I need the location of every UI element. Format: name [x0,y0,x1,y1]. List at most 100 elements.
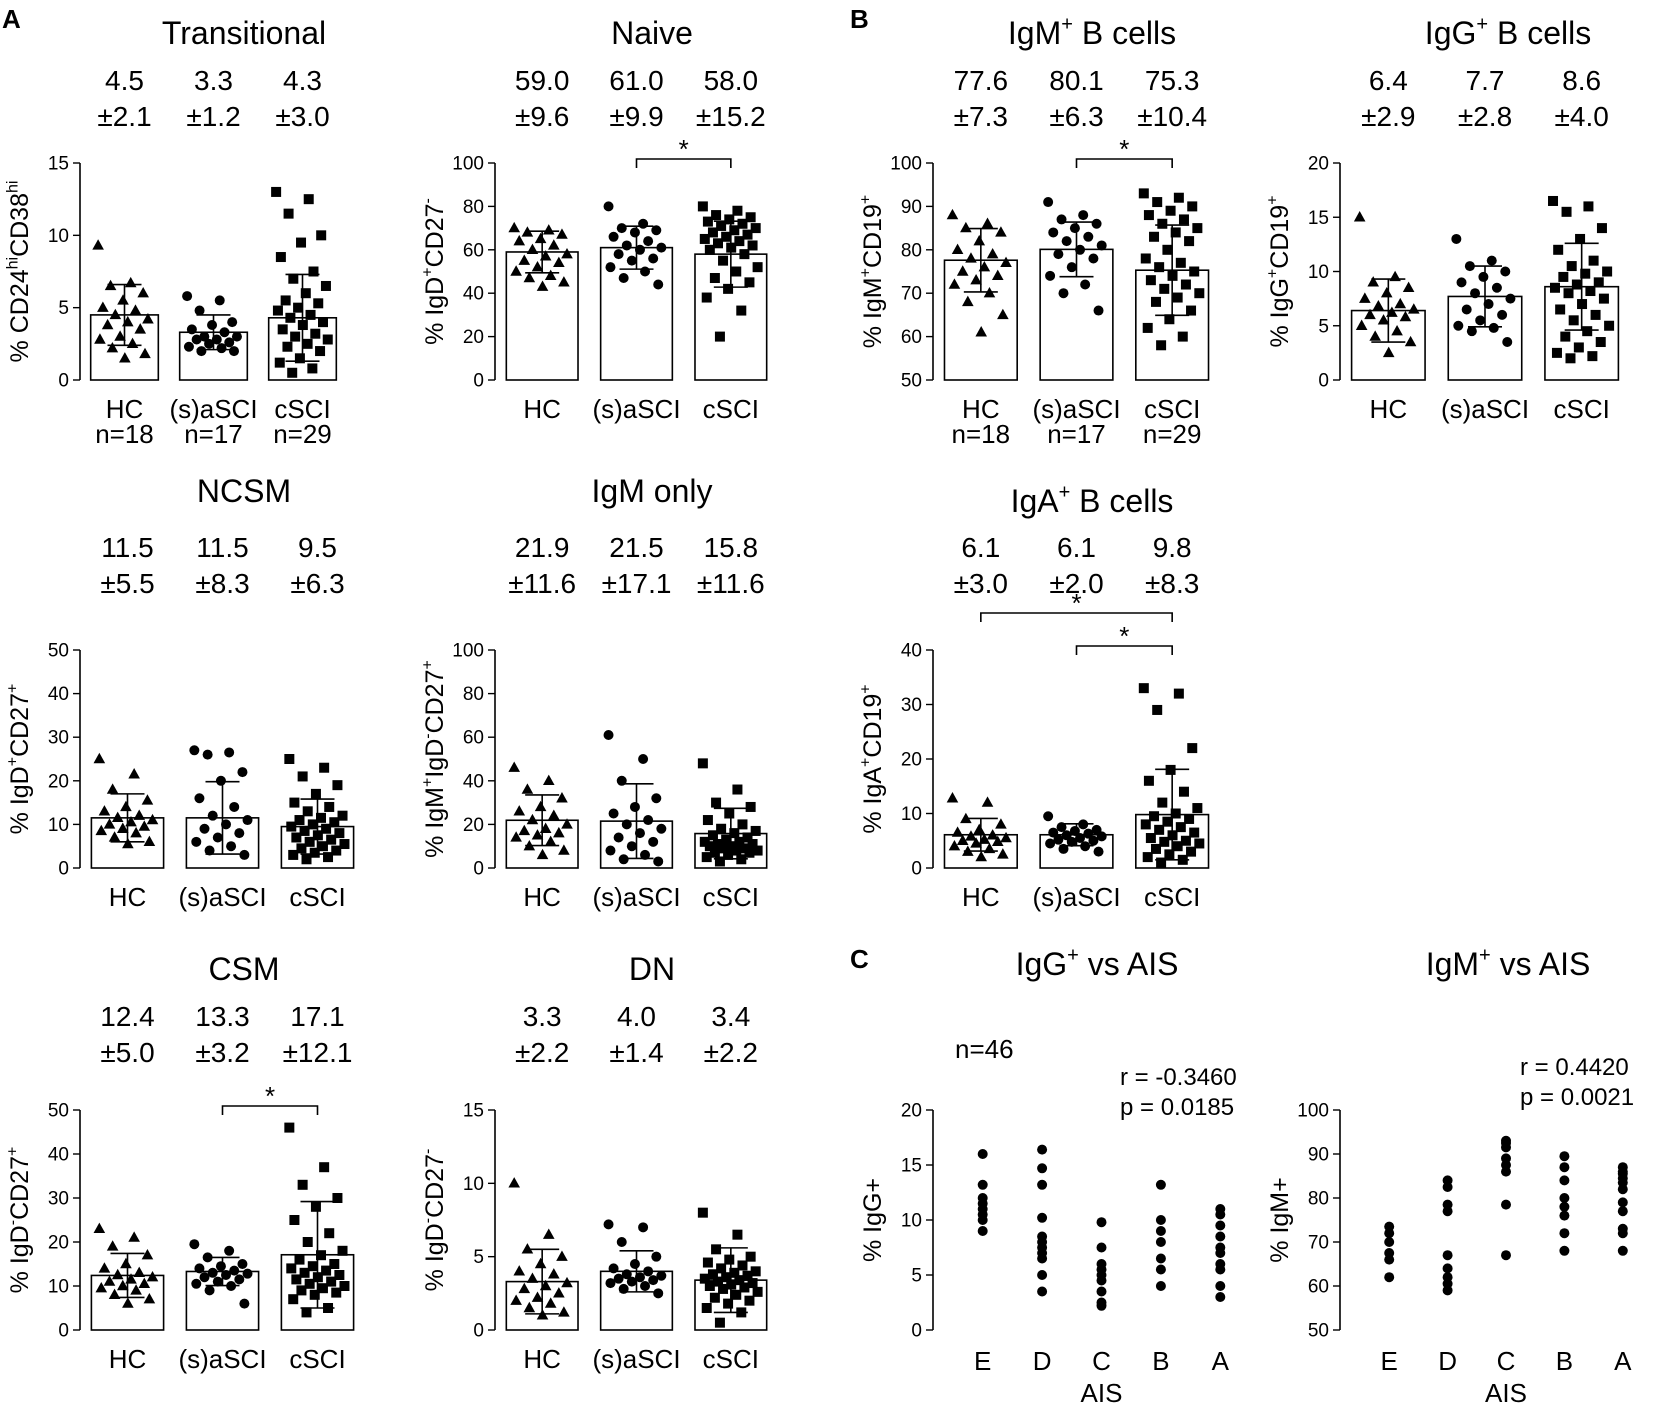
significance-star: * [265,1081,275,1111]
data-point [713,839,723,850]
data-point [130,1284,142,1295]
n-label: n=46 [955,1034,1014,1064]
summary-mean: 4.5 [105,65,144,96]
y-tick-label: 30 [48,1189,69,1210]
data-point [1150,843,1161,854]
data-point [729,828,740,839]
y-axis-label-part: + [1265,269,1282,278]
data-point [699,836,710,847]
chart-title-part: + [1476,14,1488,36]
data-point [951,826,964,837]
x-tick-label: A [1614,1346,1632,1376]
data-point [651,793,662,804]
data-point [114,330,126,341]
data-point [231,331,242,342]
y-axis-label-part: + [858,268,875,277]
data-point [204,845,215,856]
data-point [1590,309,1601,320]
data-point [1143,210,1154,221]
data-point [1138,188,1149,199]
data-point [1170,227,1181,238]
data-point [307,1261,318,1272]
y-tick-label: 50 [48,641,69,662]
data-point [750,825,761,836]
data-point [1143,775,1154,786]
data-point [310,328,321,339]
data-point [704,841,715,852]
data-point [521,783,534,794]
y-axis-label-part: + [5,757,22,766]
data-point [713,1276,723,1287]
data-point [224,747,235,758]
data-point [1080,279,1091,290]
data-point [138,1277,151,1288]
data-point [1145,833,1156,844]
chart-title: IgG+ vs AIS [1016,945,1179,982]
data-point [1189,266,1200,277]
data-point [307,363,318,374]
data-point [742,1270,753,1281]
chart-title-part: vs AIS [1079,946,1179,982]
data-point [94,333,106,344]
y-axis-label: % IgM+ [1266,1177,1294,1262]
data-point [226,841,237,852]
data-point [1588,255,1599,266]
data-point [626,255,637,266]
data-point [143,1293,156,1304]
data-point [1359,292,1371,303]
data-point [618,854,629,865]
data-point [1384,1228,1395,1239]
data-point [1152,704,1163,715]
significance-star: * [1119,134,1129,164]
x-tick-label: cSCI [289,1344,345,1374]
data-point [1083,231,1094,242]
x-tick-label: cSCI [1144,394,1200,424]
data-point [742,229,753,240]
data-point [1453,320,1464,331]
data-point [721,1272,732,1283]
y-axis-label-part: + [1265,195,1282,204]
data-point [207,1267,218,1278]
data-point [119,352,131,363]
significance-star: * [1119,621,1129,651]
y-tick-label: 40 [463,771,484,792]
data-point [1501,1142,1511,1153]
chart-title-part: IgM [1008,15,1061,51]
data-point [643,236,654,247]
data-point [1175,822,1186,833]
data-point [142,313,154,324]
data-point [207,320,218,331]
data-point [1043,811,1054,822]
data-point [531,1291,544,1302]
summary-sd: ±8.3 [195,568,249,599]
data-point [326,1276,337,1287]
data-point [294,353,305,364]
data-point [975,326,988,337]
y-axis-label-part: + [858,195,875,204]
data-point [536,280,549,291]
data-point [1593,277,1604,288]
data-point [239,1298,250,1309]
data-point [510,831,522,842]
data-point [1048,227,1059,238]
summary-sd: ±15.2 [696,101,766,132]
data-point [1486,255,1497,266]
data-point [1186,846,1197,857]
summary-mean: 6.4 [1369,65,1408,96]
data-point [1215,1292,1226,1302]
data-point [709,273,720,284]
data-point [141,794,154,805]
x-tick-label: cSCI [1144,882,1200,912]
chart-title: IgG+ B cells [1425,14,1591,51]
data-point [714,331,725,342]
y-tick-label: 0 [58,1321,69,1342]
data-point [1382,346,1395,358]
data-point [518,1282,531,1294]
data-point [1478,271,1489,282]
y-tick-label: 0 [58,371,69,392]
data-point [739,249,750,260]
data-point [521,1243,534,1254]
y-axis-label: % IgM+IgD-CD27+ [420,660,450,858]
